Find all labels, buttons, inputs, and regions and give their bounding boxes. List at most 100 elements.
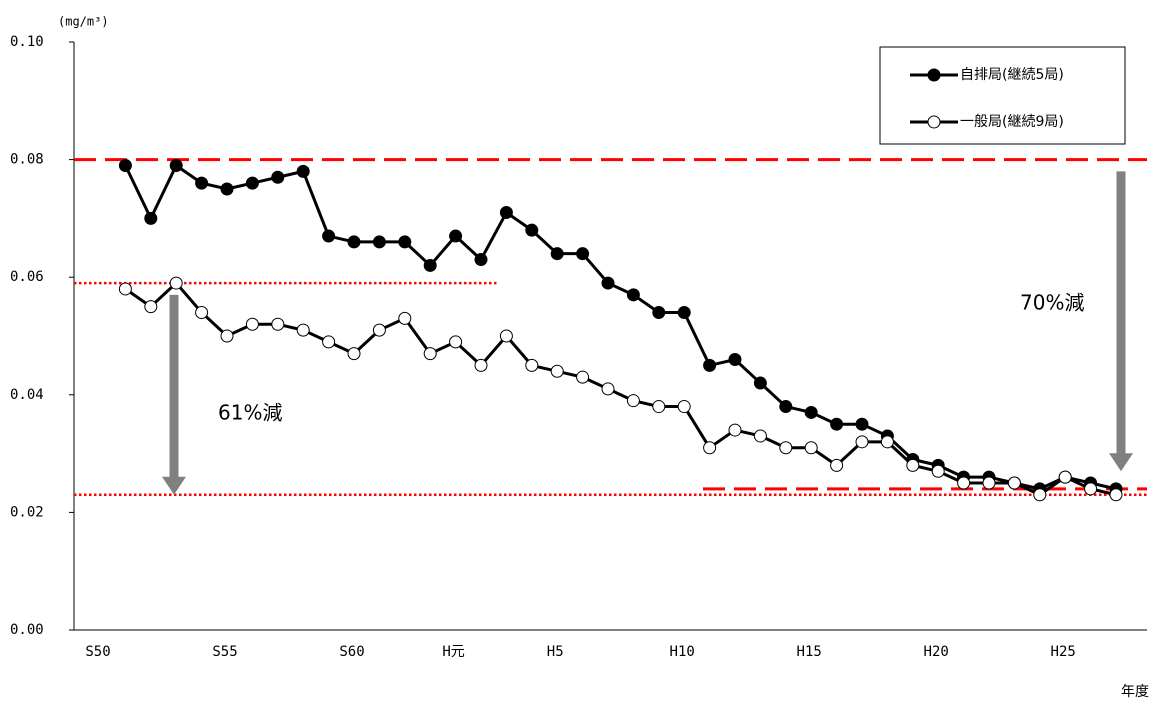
series-line — [124, 163, 1117, 491]
data-point — [652, 400, 666, 414]
data-point — [576, 370, 590, 384]
data-point — [957, 476, 971, 490]
data-point — [169, 276, 183, 290]
x-tick-label: H25 — [1051, 644, 1076, 660]
data-point — [601, 276, 615, 290]
data-point — [144, 300, 158, 314]
legend-marker — [927, 68, 941, 82]
data-point — [728, 353, 742, 367]
data-point — [474, 358, 488, 372]
data-point — [372, 323, 386, 337]
data-point — [1084, 482, 1098, 496]
data-point — [601, 382, 615, 396]
data-point — [398, 235, 412, 249]
x-tick-label: S60 — [339, 644, 364, 660]
legend-marker — [927, 115, 941, 129]
arrow-head — [1109, 453, 1133, 472]
data-point — [880, 435, 894, 449]
annotation: 61%減 — [218, 401, 282, 425]
data-point — [652, 305, 666, 319]
data-point — [753, 376, 767, 390]
data-point — [195, 305, 209, 319]
y-tick-label: 0.02 — [10, 504, 44, 520]
x-tick-label: H5 — [547, 644, 564, 660]
data-point — [804, 405, 818, 419]
data-point — [296, 323, 310, 337]
data-point — [1033, 488, 1047, 502]
data-point — [296, 164, 310, 178]
data-point — [931, 464, 945, 478]
arrow-head — [162, 476, 186, 495]
data-point — [525, 223, 539, 237]
data-point — [830, 458, 844, 472]
data-point — [1058, 470, 1072, 484]
data-point — [195, 176, 209, 190]
data-point — [576, 247, 590, 261]
data-point — [1007, 476, 1021, 490]
data-point — [677, 400, 691, 414]
x-tick-label: S55 — [212, 644, 237, 660]
data-point — [398, 311, 412, 325]
data-point — [322, 335, 336, 349]
data-point — [906, 458, 920, 472]
data-point — [423, 347, 437, 361]
y-tick-label: 0.04 — [10, 387, 44, 403]
data-point — [449, 229, 463, 243]
data-point — [855, 435, 869, 449]
data-point — [347, 235, 361, 249]
legend: 自排局(継続5局) 一般局(継続9局) — [879, 46, 1126, 145]
data-point — [550, 247, 564, 261]
data-point — [779, 400, 793, 414]
arrow — [1109, 171, 1133, 472]
series-line — [124, 280, 1117, 497]
data-point — [372, 235, 386, 249]
data-point — [550, 364, 564, 378]
data-point — [855, 417, 869, 431]
data-point — [982, 476, 996, 490]
y-tick-label: 0.10 — [10, 34, 44, 50]
data-point — [220, 329, 234, 343]
data-point — [271, 170, 285, 184]
data-point — [322, 229, 336, 243]
x-tick-label: H元 — [442, 644, 464, 660]
data-point — [118, 282, 132, 296]
y-tick-label: 0.00 — [10, 622, 44, 638]
y-tick-label: 0.08 — [10, 152, 44, 168]
data-point — [677, 305, 691, 319]
data-point — [169, 158, 183, 172]
annotation: 70%減 — [1020, 291, 1084, 315]
data-point — [245, 317, 259, 331]
legend-box — [879, 46, 1126, 145]
data-point — [703, 441, 717, 455]
data-point — [449, 335, 463, 349]
data-point — [144, 211, 158, 225]
data-point — [1109, 488, 1123, 502]
data-point — [779, 441, 793, 455]
data-point — [347, 347, 361, 361]
data-point — [753, 429, 767, 443]
x-tick-label: S50 — [85, 644, 110, 660]
data-point — [220, 182, 234, 196]
y-axis-label: (mg/m³) — [58, 15, 109, 29]
data-point — [271, 317, 285, 331]
data-point — [703, 358, 717, 372]
data-point — [499, 206, 513, 220]
data-point — [423, 258, 437, 272]
x-axis-label: 年度 — [1121, 684, 1149, 700]
data-point — [474, 253, 488, 267]
data-point — [525, 358, 539, 372]
y-tick-label: 0.06 — [10, 269, 44, 285]
legend-label: 自排局(継続5局) — [960, 66, 1064, 83]
x-tick-label: H10 — [670, 644, 695, 660]
data-point — [245, 176, 259, 190]
x-tick-label: H15 — [797, 644, 822, 660]
arrow — [162, 294, 186, 495]
legend-label: 一般局(継続9局) — [960, 113, 1064, 130]
data-point — [499, 329, 513, 343]
data-point — [626, 394, 640, 408]
data-point — [626, 288, 640, 302]
data-point — [728, 423, 742, 437]
x-tick-label: H20 — [924, 644, 949, 660]
data-point — [118, 158, 132, 172]
